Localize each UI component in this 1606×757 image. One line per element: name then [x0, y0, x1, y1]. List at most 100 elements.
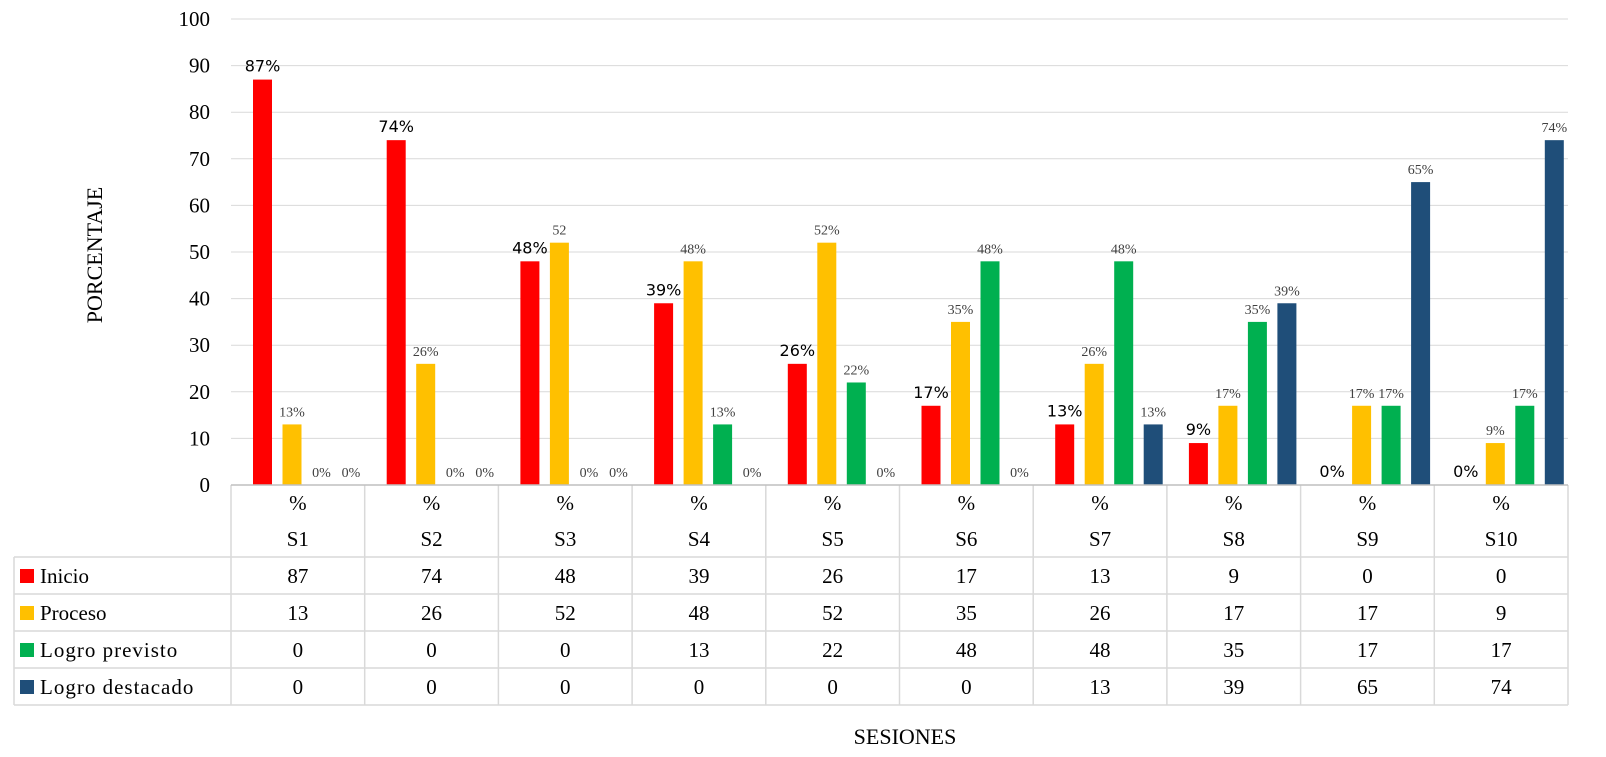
data-label: 13%	[710, 405, 736, 420]
table-cell: 13	[287, 601, 308, 625]
category-label: S8	[1223, 527, 1245, 551]
table-cell: 0	[426, 638, 437, 662]
table-cell: 9	[1229, 564, 1240, 588]
category-prefix: %	[289, 491, 307, 515]
table-cell: 17	[1357, 638, 1378, 662]
table-cell: 48	[555, 564, 576, 588]
data-label: 0%	[1453, 462, 1478, 481]
table-cell: 17	[1491, 638, 1512, 662]
data-label: 0%	[580, 466, 599, 481]
bar	[980, 261, 1000, 485]
data-label: 35%	[1245, 303, 1271, 318]
bar	[386, 140, 406, 485]
data-label: 48%	[680, 242, 706, 257]
bar	[1544, 140, 1564, 485]
bar	[787, 363, 807, 485]
table-cell: 74	[421, 564, 443, 588]
x-axis-label: SESIONES	[854, 724, 957, 749]
y-tick-label: 20	[189, 380, 210, 404]
data-label: 0%	[1319, 462, 1344, 481]
table-cell: 17	[956, 564, 977, 588]
bar	[1277, 303, 1297, 485]
bar	[1515, 405, 1535, 485]
bar	[1352, 405, 1372, 485]
data-label: 0%	[446, 466, 465, 481]
table-cell: 65	[1357, 675, 1378, 699]
legend-swatch	[20, 643, 34, 657]
table-cell: 48	[688, 601, 709, 625]
category-prefix: %	[1492, 491, 1510, 515]
bar	[416, 363, 436, 485]
data-label: 0%	[743, 466, 762, 481]
y-axis-label: PORCENTAJE	[82, 187, 107, 323]
bar	[549, 242, 569, 485]
category-prefix: %	[824, 491, 842, 515]
table-cell: 17	[1357, 601, 1378, 625]
bar	[253, 79, 272, 485]
table-cell: 0	[293, 638, 304, 662]
category-prefix: %	[557, 491, 575, 515]
table-cell: 39	[688, 564, 709, 588]
bar	[1411, 182, 1431, 485]
data-label: 22%	[843, 363, 869, 378]
table-cell: 87	[287, 564, 308, 588]
bars	[253, 79, 1564, 485]
data-label: 26%	[1081, 345, 1107, 360]
y-tick-label: 90	[189, 54, 210, 78]
table-cell: 39	[1223, 675, 1244, 699]
data-label: 48%	[1111, 242, 1137, 257]
data-label: 13%	[1140, 405, 1166, 420]
table-cell: 35	[1223, 638, 1244, 662]
category-prefix: %	[1091, 491, 1109, 515]
table-cell: 0	[1362, 564, 1373, 588]
category-prefix: %	[958, 491, 976, 515]
bar	[1084, 363, 1104, 485]
bar	[951, 321, 970, 485]
table-cell: 52	[555, 601, 576, 625]
data-label: 74%	[378, 117, 414, 136]
data-label: 39%	[646, 280, 682, 299]
table-cell: 0	[560, 675, 571, 699]
table-cell: 13	[688, 638, 709, 662]
data-label: 48%	[512, 238, 548, 257]
y-tick-label: 100	[179, 7, 211, 31]
data-label: 39%	[1274, 284, 1300, 299]
bar	[921, 405, 941, 485]
table-cell: 9	[1496, 601, 1507, 625]
category-label: S3	[554, 527, 576, 551]
table-cell: 26	[1090, 601, 1111, 625]
legend-swatch	[20, 606, 34, 620]
data-label: 13%	[279, 405, 305, 420]
table-cell: 0	[694, 675, 705, 699]
data-label: 0%	[312, 466, 331, 481]
table-cell: 13	[1090, 675, 1111, 699]
table-cell: 48	[1090, 638, 1111, 662]
y-tick-label: 0	[200, 473, 211, 497]
bar	[1114, 261, 1134, 485]
category-label: S5	[822, 527, 844, 551]
bar	[683, 261, 703, 485]
bar	[1381, 405, 1401, 485]
table-cell: 0	[827, 675, 838, 699]
data-label: 0%	[609, 466, 628, 481]
bar	[817, 242, 837, 485]
data-label: 0%	[475, 466, 494, 481]
data-label: 48%	[977, 242, 1003, 257]
legend-entry: Logro previsto	[40, 638, 178, 662]
legend-entry: Logro destacado	[40, 675, 194, 699]
category-label: S1	[287, 527, 309, 551]
category-prefix: %	[423, 491, 441, 515]
data-label: 17%	[1512, 387, 1538, 402]
table-cell: 0	[426, 675, 437, 699]
data-label: 17%	[1349, 387, 1375, 402]
category-label: S9	[1356, 527, 1378, 551]
data-label: 26%	[780, 341, 816, 360]
data-label: 17%	[1215, 387, 1241, 402]
bar	[1218, 405, 1238, 485]
bar	[520, 261, 540, 485]
y-tick-label: 50	[189, 240, 210, 264]
data-labels: 87% 74% 48% 39% 26% 17% 13% 9% 0% 0% 13% 26% 52 48% 52…	[245, 57, 1568, 481]
bar	[1485, 443, 1505, 485]
data-label: 9%	[1186, 420, 1211, 439]
